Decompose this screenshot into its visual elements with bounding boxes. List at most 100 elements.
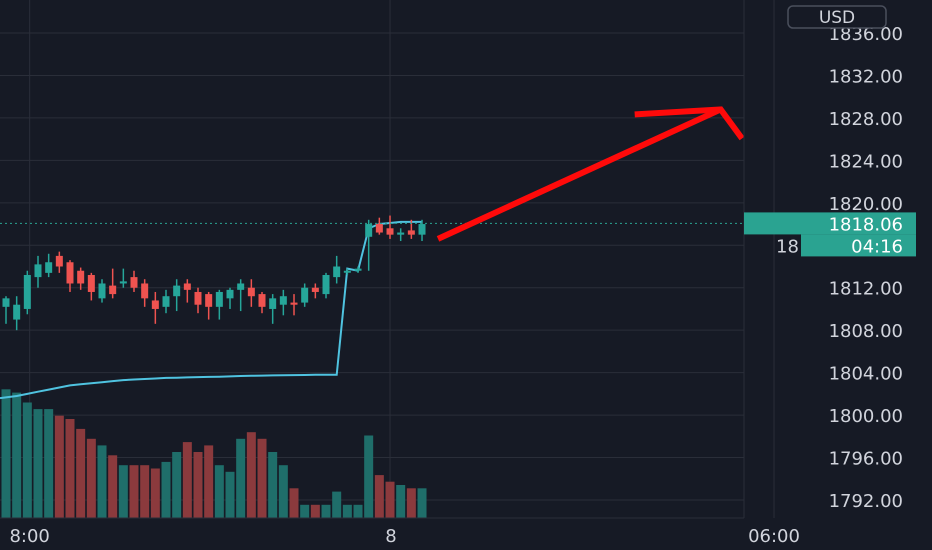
time-tick-label: 8 xyxy=(385,526,396,547)
candle-body xyxy=(194,291,202,305)
volume-bar xyxy=(76,428,86,518)
candle[interactable] xyxy=(215,289,223,320)
candle[interactable] xyxy=(365,219,373,271)
time-axis[interactable]: 8:00 8 06:00 xyxy=(9,526,800,547)
candle-body xyxy=(365,224,373,237)
volume-bar xyxy=(150,468,160,518)
volume-bar xyxy=(374,475,384,518)
candle[interactable] xyxy=(13,296,21,331)
candle-body xyxy=(13,304,21,320)
candle[interactable] xyxy=(237,279,245,312)
candle[interactable] xyxy=(375,217,383,235)
candle-body xyxy=(322,274,330,295)
price-tick-label: 1828.00 xyxy=(829,109,903,130)
volume-bar xyxy=(193,452,203,518)
volume-bar xyxy=(182,442,192,518)
candle[interactable] xyxy=(55,251,63,273)
candle-body xyxy=(34,264,42,278)
candle[interactable] xyxy=(77,267,85,290)
candle[interactable] xyxy=(311,283,319,299)
candle[interactable] xyxy=(322,272,330,299)
price-tick-label: 1804.00 xyxy=(829,364,903,385)
volume-bar xyxy=(289,488,299,518)
candle-body xyxy=(397,232,405,235)
arrow-shaft[interactable] xyxy=(436,106,722,242)
time-tick-label: 8:00 xyxy=(9,526,49,547)
volume-bar xyxy=(140,465,150,518)
candle[interactable] xyxy=(269,294,277,324)
candle[interactable] xyxy=(151,291,159,324)
candle[interactable] xyxy=(2,296,10,324)
candle-body xyxy=(247,287,255,297)
candle[interactable] xyxy=(23,270,31,315)
time-tick-label: 06:00 xyxy=(748,526,800,547)
arrow-annotation[interactable] xyxy=(436,106,745,242)
candle[interactable] xyxy=(87,272,95,301)
candle[interactable] xyxy=(66,260,74,292)
volume-bar xyxy=(86,438,96,518)
volume-bar xyxy=(54,415,64,518)
countdown-badge: 04:16 xyxy=(801,234,916,257)
volume-bar xyxy=(268,452,278,518)
candle[interactable] xyxy=(301,283,309,307)
volume-bar xyxy=(97,445,107,518)
volume-bar xyxy=(310,504,320,518)
candle[interactable] xyxy=(247,279,255,307)
candle[interactable] xyxy=(130,270,138,292)
candle-body xyxy=(77,270,85,284)
volume-bar xyxy=(1,389,11,518)
candlestick-series[interactable] xyxy=(2,215,426,331)
volume-bar xyxy=(33,409,43,518)
candle[interactable] xyxy=(397,228,405,242)
candle-body xyxy=(258,294,266,307)
candle-body xyxy=(290,302,298,305)
volume-bar xyxy=(342,504,352,518)
candle[interactable] xyxy=(343,268,351,275)
candle[interactable] xyxy=(279,289,287,316)
candle[interactable] xyxy=(173,279,181,312)
currency-badge[interactable]: USD xyxy=(787,5,887,29)
volume-bar xyxy=(300,504,310,518)
price-tick-label: 1800.00 xyxy=(829,406,903,427)
vwap-line xyxy=(0,220,422,400)
arrow-head[interactable] xyxy=(634,106,745,141)
candle-body xyxy=(183,283,191,290)
price-tick-label: 1832.00 xyxy=(829,66,903,87)
candle[interactable] xyxy=(258,291,266,314)
volume-bar xyxy=(22,402,32,518)
volume-bar xyxy=(236,438,246,518)
volume-bar xyxy=(129,465,139,518)
candle-body xyxy=(215,291,223,307)
volume-bar xyxy=(364,435,374,518)
price-tick-label: 1820.00 xyxy=(829,194,903,215)
candle-body xyxy=(375,224,383,233)
candle[interactable] xyxy=(205,291,213,320)
candle[interactable] xyxy=(162,289,170,314)
candle[interactable] xyxy=(418,219,426,242)
candle[interactable] xyxy=(386,215,394,239)
candle[interactable] xyxy=(354,266,362,273)
candle[interactable] xyxy=(45,253,53,278)
candle[interactable] xyxy=(226,287,234,309)
candle[interactable] xyxy=(141,279,149,307)
candle[interactable] xyxy=(333,255,341,284)
volume-bar xyxy=(108,455,118,518)
price-tick-label: 1836.00 xyxy=(829,24,903,45)
volume-bar xyxy=(332,491,342,518)
volume-bar xyxy=(214,465,224,518)
price-axis[interactable]: 1836.00 1832.00 1828.00 1824.00 1820.00 1812.… xyxy=(829,24,903,512)
candle[interactable] xyxy=(194,287,202,314)
candle[interactable] xyxy=(98,279,106,303)
candle-body xyxy=(279,296,287,305)
candle[interactable] xyxy=(119,268,127,288)
candle[interactable] xyxy=(183,279,191,303)
volume-bar xyxy=(278,465,288,518)
candle[interactable] xyxy=(109,268,117,299)
candle[interactable] xyxy=(290,294,298,316)
volume-bars xyxy=(1,389,427,518)
candle[interactable] xyxy=(34,255,42,288)
candle-body xyxy=(109,285,117,295)
price-tick-label: 1812.00 xyxy=(829,279,903,300)
candle-body xyxy=(237,283,245,290)
